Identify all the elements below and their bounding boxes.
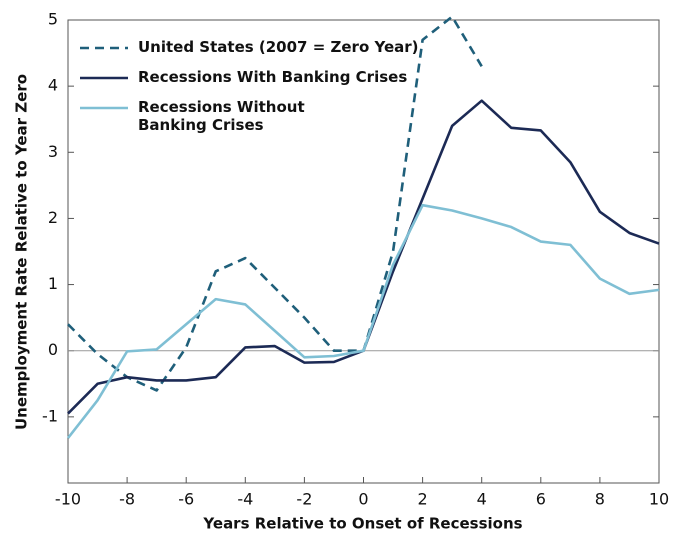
series-line bbox=[66, 203, 660, 439]
series-line bbox=[67, 99, 660, 415]
legend: United States (2007 = Zero Year) Recessio… bbox=[80, 38, 419, 146]
y-tick-label: 0 bbox=[48, 340, 58, 359]
series-line bbox=[67, 15, 483, 392]
legend-item: Recessions With Banking Crises bbox=[80, 68, 419, 86]
x-tick-label: -10 bbox=[55, 490, 81, 509]
x-tick-label: 4 bbox=[477, 490, 487, 509]
x-tick-label: -6 bbox=[178, 490, 194, 509]
x-tick-label: -8 bbox=[119, 490, 135, 509]
y-axis-label: Unemployment Rate Relative to Year Zero bbox=[13, 74, 31, 430]
legend-label: Recessions Without Banking Crises bbox=[138, 98, 305, 134]
x-tick-label: -2 bbox=[296, 490, 312, 509]
legend-swatch bbox=[80, 106, 128, 110]
y-tick-label: -1 bbox=[42, 406, 58, 425]
y-tick-label: 5 bbox=[48, 10, 58, 29]
legend-label: Recessions With Banking Crises bbox=[138, 68, 408, 86]
y-tick-label: 4 bbox=[48, 76, 58, 95]
legend-item: United States (2007 = Zero Year) bbox=[80, 38, 419, 56]
legend-swatch bbox=[80, 46, 128, 50]
legend-label: United States (2007 = Zero Year) bbox=[138, 38, 419, 56]
y-tick-label: 2 bbox=[48, 208, 58, 227]
x-tick-label: -4 bbox=[237, 490, 253, 509]
x-tick-label: 6 bbox=[536, 490, 546, 509]
legend-swatch bbox=[80, 76, 128, 80]
x-axis-label: Years Relative to Onset of Recessions bbox=[202, 515, 522, 533]
legend-item: Recessions Without Banking Crises bbox=[80, 98, 419, 134]
x-tick-label: 0 bbox=[358, 490, 368, 509]
y-tick-label: 1 bbox=[48, 274, 58, 293]
x-tick-label: 2 bbox=[418, 490, 428, 509]
x-tick-label: 10 bbox=[649, 490, 669, 509]
x-tick-label: 8 bbox=[595, 490, 605, 509]
y-tick-label: 3 bbox=[48, 142, 58, 161]
